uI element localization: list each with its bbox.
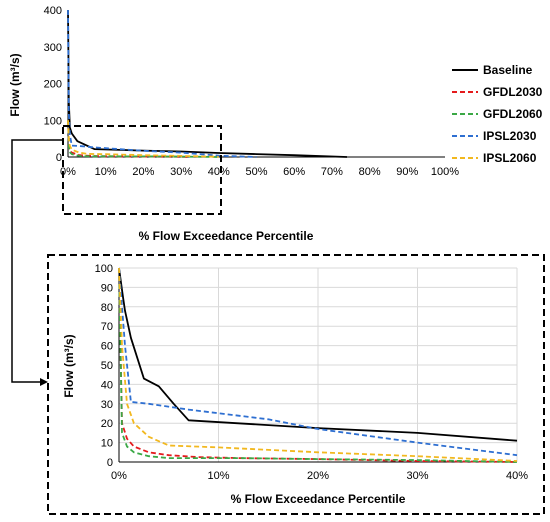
zoom-panel-box: [47, 254, 545, 515]
overview-y-tick-400: 400: [44, 5, 62, 17]
overview-series-baseline: [67, 9, 348, 158]
overview-x-tick-60-: 60%: [283, 166, 305, 178]
zoom-y-tick-0: 0: [107, 457, 113, 469]
zoom-y-tick-10: 10: [101, 438, 113, 450]
legend-label-gfdl2030: GFDL2030: [483, 85, 543, 99]
zoom-x-tick-0-: 0%: [111, 470, 127, 482]
overview-x-tick-50-: 50%: [245, 166, 267, 178]
zoom-series-baseline: [118, 267, 518, 442]
zoom-y-tick-labels: 0 10 20 30 40 50 60 70 80 90 100: [95, 263, 113, 469]
zoom-x-tick-30-: 30%: [406, 470, 428, 482]
zoom-x-tick-20-: 20%: [307, 470, 329, 482]
zoom-y-tick-40: 40: [101, 379, 113, 391]
zoom-y-axis-title: Flow (m³/s): [62, 334, 76, 397]
zoom-series-ipsl2030: [118, 267, 518, 457]
overview-series-ipsl2060: [67, 120, 219, 158]
zoom-y-tick-100: 100: [95, 263, 113, 275]
zoom-y-tick-30: 30: [101, 399, 113, 411]
legend: Baseline GFDL2030 GFDL2060 IPSL2030 IPSL2060: [452, 63, 543, 165]
overview-series-ipsl2030: [67, 9, 257, 158]
overview-y-tick-0: 0: [56, 152, 62, 164]
zoom-connector-line: [11, 139, 63, 383]
zoom-x-tick-40-: 40%: [506, 470, 528, 482]
overview-x-tick-80-: 80%: [359, 166, 381, 178]
overview-y-tick-labels: 0 100 200 300 400: [44, 5, 62, 164]
overview-x-tick-70-: 70%: [321, 166, 343, 178]
overview-x-tick-40-: 40%: [208, 166, 230, 178]
overview-x-tick-100-: 100%: [431, 166, 459, 178]
zoom-region-box: [62, 125, 222, 215]
zoom-y-tick-90: 90: [101, 282, 113, 294]
overview-series-gfdl2060: [67, 120, 219, 158]
zoom-y-tick-50: 50: [101, 360, 113, 372]
overview-x-tick-labels: 0% 10% 20% 30% 40% 50% 60% 70% 80% 90% 100%: [60, 166, 459, 178]
overview-y-axis-title: Flow (m³/s): [8, 53, 22, 116]
overview-y-tick-100: 100: [44, 115, 62, 127]
zoom-x-axis-title: % Flow Exceedance Percentile: [231, 492, 406, 506]
zoom-chart: 0 10 20 30 40 50 60 70 80 90 100 0% 10% 20% 30% 40% Fl…: [62, 263, 528, 506]
legend-label-ipsl2030: IPSL2030: [483, 129, 537, 143]
zoom-y-tick-80: 80: [101, 302, 113, 314]
overview-x-tick-90-: 90%: [396, 166, 418, 178]
legend-label-ipsl2060: IPSL2060: [483, 151, 537, 165]
zoom-x-tick-labels: 0% 10% 20% 30% 40%: [111, 470, 528, 482]
zoom-connector-arrow: [40, 378, 48, 386]
overview-x-tick-0-: 0%: [60, 166, 76, 178]
overview-x-tick-10-: 10%: [95, 166, 117, 178]
zoom-y-tick-20: 20: [101, 418, 113, 430]
overview-y-tick-300: 300: [44, 42, 62, 54]
overview-y-tick-200: 200: [44, 79, 62, 91]
zoom-series-gfdl2030: [118, 267, 518, 463]
zoom-x-tick-10-: 10%: [207, 470, 229, 482]
overview-x-axis-title: % Flow Exceedance Percentile: [139, 229, 314, 243]
overview-series-group: [67, 9, 348, 158]
overview-x-tick-30-: 30%: [170, 166, 192, 178]
zoom-y-tick-60: 60: [101, 341, 113, 353]
zoom-gridlines: [118, 267, 518, 463]
zoom-y-tick-70: 70: [101, 321, 113, 333]
overview-x-tick-20-: 20%: [132, 166, 154, 178]
zoom-series-group: [118, 267, 518, 463]
zoom-series-ipsl2060: [118, 267, 518, 462]
legend-label-gfdl2060: GFDL2060: [483, 107, 543, 121]
overview-chart: 0 100 200 300 400 0% 10% 20% 30% 40% 50% 60% 70% 80%…: [8, 5, 459, 243]
legend-label-baseline: Baseline: [483, 63, 533, 77]
